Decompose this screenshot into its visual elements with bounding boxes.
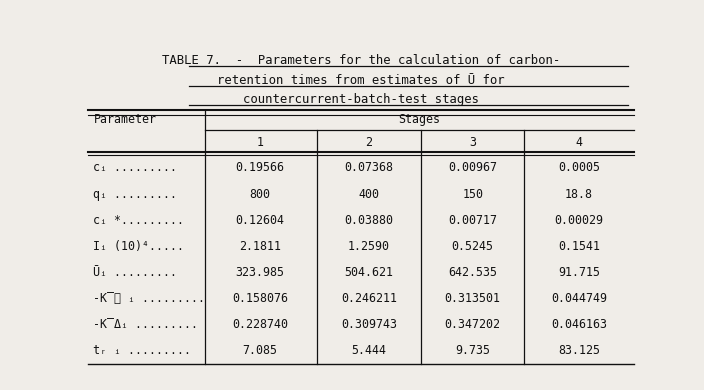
Text: 5.444: 5.444 (351, 344, 386, 357)
Text: 2: 2 (365, 136, 372, 149)
Text: 0.347202: 0.347202 (445, 318, 501, 331)
Text: 0.158076: 0.158076 (232, 292, 288, 305)
Text: qᵢ .........: qᵢ ......... (94, 188, 177, 200)
Text: -K̅ᴄ ᵢ .........: -K̅ᴄ ᵢ ......... (94, 292, 206, 305)
Text: 0.19566: 0.19566 (235, 161, 284, 174)
Text: 642.535: 642.535 (448, 266, 497, 279)
Text: 0.1541: 0.1541 (558, 240, 600, 253)
Text: 9.735: 9.735 (455, 344, 490, 357)
Text: 91.715: 91.715 (558, 266, 600, 279)
Text: 0.228740: 0.228740 (232, 318, 288, 331)
Text: 0.5245: 0.5245 (452, 240, 494, 253)
Text: 400: 400 (358, 188, 379, 200)
Text: 2.1811: 2.1811 (239, 240, 281, 253)
Text: Parameter: Parameter (94, 113, 156, 126)
Text: 0.00029: 0.00029 (555, 214, 603, 227)
Text: countercurrent-batch-test stages: countercurrent-batch-test stages (243, 93, 479, 106)
Text: 0.0005: 0.0005 (558, 161, 600, 174)
Text: 0.044749: 0.044749 (551, 292, 607, 305)
Text: 7.085: 7.085 (242, 344, 277, 357)
Text: Stages: Stages (398, 113, 441, 126)
Text: 18.8: 18.8 (565, 188, 593, 200)
Text: 504.621: 504.621 (344, 266, 394, 279)
Text: tᵣ ᵢ .........: tᵣ ᵢ ......... (94, 344, 191, 357)
Text: -K̅Δᵢ .........: -K̅Δᵢ ......... (94, 318, 199, 331)
Text: 4: 4 (576, 136, 582, 149)
Text: 0.07368: 0.07368 (344, 161, 394, 174)
Text: 3: 3 (469, 136, 476, 149)
Text: 0.03880: 0.03880 (344, 214, 394, 227)
Text: TABLE 7.  -  Parameters for the calculation of carbon-: TABLE 7. - Parameters for the calculatio… (162, 54, 560, 67)
Text: 0.00717: 0.00717 (448, 214, 497, 227)
Text: 0.12604: 0.12604 (235, 214, 284, 227)
Text: 0.046163: 0.046163 (551, 318, 607, 331)
Text: Ūᵢ .........: Ūᵢ ......... (94, 266, 177, 279)
Text: 0.313501: 0.313501 (445, 292, 501, 305)
Text: 323.985: 323.985 (235, 266, 284, 279)
Text: 0.00967: 0.00967 (448, 161, 497, 174)
Text: 1.2590: 1.2590 (348, 240, 390, 253)
Text: 150: 150 (462, 188, 483, 200)
Text: 0.309743: 0.309743 (341, 318, 397, 331)
Text: 0.246211: 0.246211 (341, 292, 397, 305)
Text: 1: 1 (256, 136, 263, 149)
Text: retention times from estimates of Ū for: retention times from estimates of Ū for (217, 74, 505, 87)
Text: cᵢ .........: cᵢ ......... (94, 161, 177, 174)
Text: 83.125: 83.125 (558, 344, 600, 357)
Text: Iᵢ (10)⁴.....: Iᵢ (10)⁴..... (94, 240, 184, 253)
Text: 800: 800 (249, 188, 270, 200)
Text: cᵢ *.........: cᵢ *......... (94, 214, 184, 227)
